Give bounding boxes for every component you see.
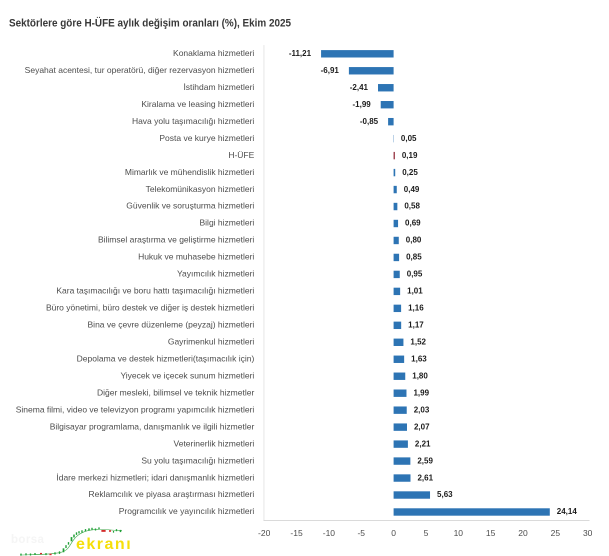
svg-text:30: 30 [583,528,593,538]
svg-text:-6,91: -6,91 [321,66,340,75]
svg-text:Veterinerlik hizmetleri: Veterinerlik hizmetleri [174,438,255,448]
svg-text:İdare merkezi hizmetleri; idar: İdare merkezi hizmetleri; idari danışman… [56,472,254,482]
svg-text:-2,41: -2,41 [350,83,369,92]
svg-text:0,19: 0,19 [402,151,418,160]
svg-text:Telekomünikasyon hizmetleri: Telekomünikasyon hizmetleri [146,184,255,194]
svg-text:Büro yönetimi, büro destek ve: Büro yönetimi, büro destek ve diğer iş d… [46,303,254,313]
svg-text:Yayımcılık hizmetleri: Yayımcılık hizmetleri [177,269,254,279]
svg-text:-10: -10 [323,528,336,538]
svg-text:1,52: 1,52 [410,337,426,346]
svg-text:-15: -15 [290,528,303,538]
svg-text:0,25: 0,25 [402,168,418,177]
svg-text:0,80: 0,80 [406,236,422,245]
svg-text:1,63: 1,63 [411,354,427,363]
svg-text:Hava yolu taşımacılığı hizmetl: Hava yolu taşımacılığı hizmetleri [132,116,254,126]
svg-text:-11,21: -11,21 [289,49,312,58]
svg-text:5: 5 [424,528,429,538]
svg-text:İstihdam hizmetleri: İstihdam hizmetleri [183,82,254,92]
svg-text:1,16: 1,16 [408,304,424,313]
svg-text:1,17: 1,17 [408,321,424,330]
svg-text:24,14: 24,14 [557,507,578,516]
svg-text:borsa: borsa [11,534,45,546]
svg-text:Hukuk ve muhasebe hizmetleri: Hukuk ve muhasebe hizmetleri [138,252,254,262]
svg-text:Kiralama ve leasing hizmetleri: Kiralama ve leasing hizmetleri [141,99,254,109]
svg-text:0,69: 0,69 [405,219,421,228]
svg-text:-0,85: -0,85 [360,117,379,126]
svg-text:-1,99: -1,99 [352,100,371,109]
svg-text:Sinema filmi, video ve televiz: Sinema filmi, video ve televizyon progra… [16,404,255,414]
svg-text:0,95: 0,95 [407,270,423,279]
svg-text:2,21: 2,21 [415,439,431,448]
svg-text:5,63: 5,63 [437,490,453,499]
svg-text:-5: -5 [357,528,365,538]
svg-text:0: 0 [391,528,396,538]
svg-text:2,03: 2,03 [414,405,430,414]
svg-text:Güvenlik ve soruşturma hizmetl: Güvenlik ve soruşturma hizmetleri [126,201,254,211]
svg-text:0,49: 0,49 [404,185,420,194]
svg-text:Kara taşımacılığı ve boru hatt: Kara taşımacılığı ve boru hattı taşımacı… [56,286,254,296]
svg-text:ekranı: ekranı [76,536,132,553]
svg-text:Diğer mesleki, bilimsel ve tek: Diğer mesleki, bilimsel ve teknik hizmet… [97,387,254,397]
svg-text:H-ÜFE: H-ÜFE [228,150,254,160]
svg-text:Su yolu taşımacılığı hizmetler: Su yolu taşımacılığı hizmetleri [141,455,254,465]
svg-text:Konaklama hizmetleri: Konaklama hizmetleri [173,48,254,58]
svg-text:Gayrimenkul hizmetleri: Gayrimenkul hizmetleri [168,336,255,346]
svg-text:2,61: 2,61 [417,473,433,482]
svg-text:Mimarlık ve mühendislik hizmet: Mimarlık ve mühendislik hizmetleri [125,167,255,177]
svg-text:Seyahat acentesi, tur operatör: Seyahat acentesi, tur operatörü, diğer r… [25,65,255,75]
svg-text:Bina ve çevre düzenleme (peyza: Bina ve çevre düzenleme (peyzaj) hizmetl… [88,320,255,330]
svg-text:1,01: 1,01 [407,287,423,296]
svg-text:Bilimsel araştırma ve geliştir: Bilimsel araştırma ve geliştirme hizmetl… [98,235,254,245]
svg-text:Bilgisayar programlama, danışm: Bilgisayar programlama, danışmanlık ve i… [50,421,255,431]
svg-text:-20: -20 [258,528,271,538]
svg-text:Yiyecek ve içecek sunum hizmet: Yiyecek ve içecek sunum hizmetleri [120,370,254,380]
svg-text:2,07: 2,07 [414,422,430,431]
svg-text:20: 20 [518,528,528,538]
svg-text:Depolama ve destek hizmetleri(: Depolama ve destek hizmetleri(taşımacılı… [77,353,255,363]
svg-text:15: 15 [486,528,496,538]
svg-text:Bilgi hizmetleri: Bilgi hizmetleri [200,218,255,228]
svg-text:0,85: 0,85 [406,253,422,262]
svg-text:Posta ve kurye hizmetleri: Posta ve kurye hizmetleri [159,133,254,143]
svg-text:10: 10 [454,528,464,538]
svg-text:0,05: 0,05 [401,134,417,143]
svg-text:Reklamcılık ve piyasa araştırm: Reklamcılık ve piyasa araştırması hizmet… [89,489,255,499]
svg-text:1,80: 1,80 [412,371,428,380]
svg-text:Programcılık ve yayıncılık hiz: Programcılık ve yayıncılık hizmetleri [119,506,255,516]
svg-text:Sektörlere göre H-ÜFE aylık de: Sektörlere göre H-ÜFE aylık değişim oran… [9,16,291,29]
svg-text:25: 25 [551,528,561,538]
svg-text:1,99: 1,99 [413,388,429,397]
svg-text:0,58: 0,58 [404,202,420,211]
svg-text:2,59: 2,59 [417,456,433,465]
